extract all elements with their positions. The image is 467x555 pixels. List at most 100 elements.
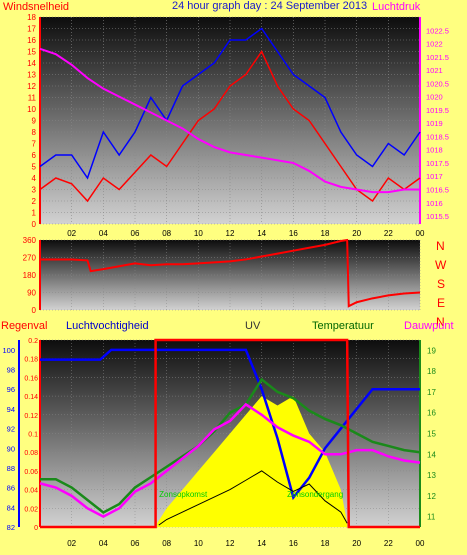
x-tick-label: 12 <box>226 229 235 238</box>
temperatuur-label: Temperatuur <box>312 320 374 332</box>
pressure-tick-label: 1020.5 <box>426 79 449 88</box>
x-tick-label: 00 <box>416 539 425 548</box>
regen-tick-label: 0.06 <box>24 469 38 476</box>
luchtvochtigheid-label: Luchtvochtigheid <box>66 320 149 332</box>
top-left-label: Windsnelheid <box>3 1 70 13</box>
x-tick-label: 22 <box>384 229 393 238</box>
x-tick-label: 02 <box>67 229 76 238</box>
dauwpunt-label: Dauwpunt <box>404 320 454 332</box>
vocht-tick-label: 98 <box>7 366 15 375</box>
regen-tick-label: 0.14 <box>24 394 38 401</box>
pressure-tick-label: 1019 <box>426 119 443 128</box>
x-tick-label: 04 <box>99 539 108 548</box>
x-tick-label: 18 <box>321 539 330 548</box>
pressure-tick-label: 1017 <box>426 172 443 181</box>
pressure-tick-label: 1016.5 <box>426 186 449 195</box>
pressure-tick-label: 1016 <box>426 199 443 208</box>
direction-tick-label: 180 <box>23 271 37 280</box>
wind-tick-label: 15 <box>27 48 36 57</box>
wind-tick-label: 9 <box>32 117 37 126</box>
regen-tick-label: 0.02 <box>24 506 38 513</box>
wind-tick-label: 4 <box>32 174 37 183</box>
pressure-tick-label: 1022.5 <box>426 26 449 35</box>
series-temperatuur <box>40 377 421 514</box>
pressure-tick-label: 1019.5 <box>426 106 449 115</box>
x-tick-label: 06 <box>131 229 140 238</box>
x-tick-label: 06 <box>131 539 140 548</box>
vocht-tick-label: 90 <box>7 444 15 453</box>
pressure-tick-label: 1018 <box>426 146 443 155</box>
x-tick-label: 22 <box>384 539 393 548</box>
x-tick-label: 14 <box>257 539 266 548</box>
x-tick-label: 00 <box>416 229 425 238</box>
vocht-tick-label: 82 <box>7 523 15 532</box>
temp-tick-label: 18 <box>427 367 436 376</box>
series-uv <box>157 396 348 527</box>
series-windstoten <box>39 27 421 180</box>
temp-tick-label: 11 <box>427 513 436 522</box>
pressure-tick-label: 1020 <box>426 93 443 102</box>
wind-tick-label: 13 <box>27 71 36 80</box>
vocht-tick-label: 100 <box>2 346 15 355</box>
wind-tick-label: 8 <box>32 128 37 137</box>
pressure-tick-label: 1017.5 <box>426 159 449 168</box>
x-tick-label: 16 <box>289 229 298 238</box>
x-tick-label: 04 <box>99 229 108 238</box>
wind-tick-label: 0 <box>32 220 37 229</box>
wind-tick-label: 17 <box>27 25 36 34</box>
uv-label: UV <box>245 320 261 332</box>
direction-tick-label: 0 <box>32 306 37 315</box>
wind-tick-label: 5 <box>32 163 37 172</box>
vocht-tick-label: 92 <box>7 425 15 434</box>
temp-tick-label: 15 <box>427 430 436 439</box>
wind-tick-label: 3 <box>32 186 37 195</box>
compass-n-bottom: N <box>436 315 445 329</box>
regen-tick-label: 0.04 <box>24 488 38 495</box>
sunrise-label: Zonsopkomst <box>159 490 208 499</box>
vocht-tick-label: 96 <box>7 385 15 394</box>
direction-tick-label: 90 <box>27 289 36 298</box>
vocht-tick-label: 86 <box>7 484 15 493</box>
temp-tick-label: 16 <box>427 409 436 418</box>
vocht-tick-label: 94 <box>7 405 15 414</box>
pressure-tick-label: 1015.5 <box>426 212 449 221</box>
wind-tick-label: 11 <box>28 94 37 103</box>
x-tick-label: 16 <box>289 539 298 548</box>
x-tick-label: 02 <box>67 539 76 548</box>
wind-tick-label: 10 <box>27 105 36 114</box>
wind-tick-label: 12 <box>27 82 36 91</box>
regen-tick-label: 0 <box>34 525 38 532</box>
compass-e: E <box>437 296 446 310</box>
temp-tick-label: 14 <box>427 450 436 459</box>
pressure-tick-label: 1022 <box>426 40 443 49</box>
series-regenval <box>40 338 420 529</box>
regen-tick-label: 0.1 <box>28 432 38 439</box>
regen-tick-label: 0.18 <box>24 357 38 364</box>
series-zonnestraling <box>158 470 348 526</box>
wind-tick-label: 16 <box>27 36 36 45</box>
temp-tick-label: 17 <box>427 388 436 397</box>
series-luchtdruk <box>39 47 420 194</box>
top-right-label: Luchtdruk <box>372 1 421 13</box>
wind-tick-label: 18 <box>27 13 36 22</box>
x-tick-label: 08 <box>162 539 171 548</box>
chart-title: 24 hour graph day : 24 September 2013 <box>172 0 368 12</box>
regenval-label: Regenval <box>1 320 48 332</box>
regen-tick-label: 0.08 <box>24 450 38 457</box>
regen-tick-label: 0.16 <box>24 375 38 382</box>
regen-tick-label: 0.2 <box>28 338 38 345</box>
regen-tick-label: 0.12 <box>24 413 38 420</box>
series-windrichting <box>40 238 421 308</box>
pressure-tick-label: 1021.5 <box>426 53 449 62</box>
sunset-label: Zonsondergang <box>287 490 343 499</box>
x-tick-label: 18 <box>321 229 330 238</box>
x-tick-label: 12 <box>226 539 235 548</box>
x-tick-label: 20 <box>352 539 361 548</box>
pressure-tick-label: 1021 <box>426 66 443 75</box>
vocht-tick-label: 84 <box>7 503 15 512</box>
pressure-tick-label: 1018.5 <box>426 132 449 141</box>
wind-tick-label: 6 <box>32 151 37 160</box>
temp-tick-label: 19 <box>427 346 436 355</box>
x-tick-label: 10 <box>194 539 203 548</box>
x-tick-label: 20 <box>352 229 361 238</box>
